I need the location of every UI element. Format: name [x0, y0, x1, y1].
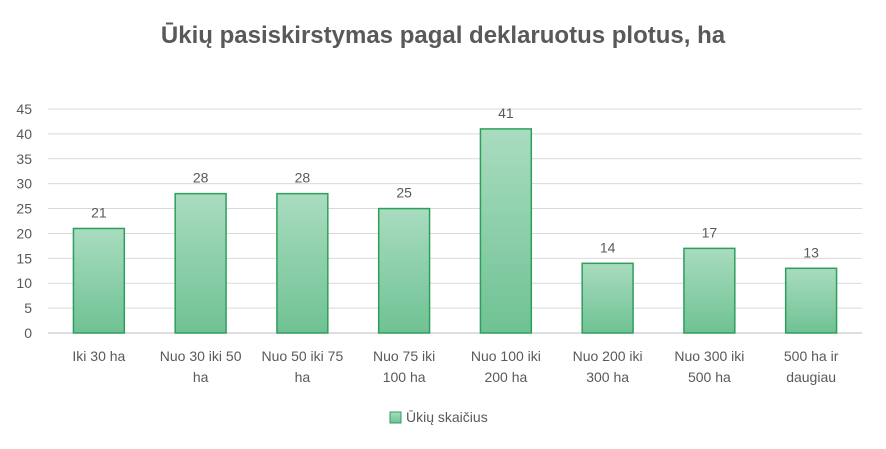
- category-label: Nuo 30 iki 50 ha: [160, 348, 242, 385]
- bar: [72, 227, 126, 334]
- category-label-line: ha: [295, 369, 311, 385]
- category-label: Nuo 100 iki 200 ha: [471, 348, 541, 385]
- category-label-line: 500 ha ir: [784, 348, 839, 364]
- bars: [72, 128, 838, 334]
- category-label: Nuo 75 iki 100 ha: [373, 348, 435, 385]
- gridlines: [48, 108, 862, 334]
- data-label: 41: [498, 105, 514, 121]
- y-tick-label: 20: [16, 225, 32, 241]
- category-label-line: Iki 30 ha: [72, 348, 125, 364]
- y-tick-label: 45: [16, 101, 32, 117]
- category-label-line: 200 ha: [484, 369, 527, 385]
- category-label-line: Nuo 100 iki: [471, 348, 541, 364]
- bar: [174, 192, 227, 334]
- category-label: Nuo 300 iki 500 ha: [674, 348, 744, 385]
- y-tick-label: 30: [16, 176, 32, 192]
- data-label: 25: [396, 185, 412, 201]
- y-tick-label: 5: [24, 300, 32, 316]
- legend-swatch: [389, 411, 402, 424]
- data-label: 13: [803, 244, 819, 260]
- legend: Ūkių skaičius: [389, 409, 488, 425]
- data-labels: 21 28 28 25 41 14 17 13: [91, 105, 819, 260]
- category-label-line: Nuo 50 iki 75: [262, 348, 344, 364]
- category-label-line: Nuo 75 iki: [373, 348, 435, 364]
- category-label-line: daugiau: [786, 369, 836, 385]
- category-label-line: Nuo 200 iki: [573, 348, 643, 364]
- data-label: 28: [193, 170, 209, 186]
- bar: [479, 128, 533, 334]
- y-tick-label: 15: [16, 250, 32, 266]
- y-axis-ticks: 0 5 10 15 20 25 30 35 40 45: [16, 101, 32, 341]
- category-label-line: Nuo 300 iki: [674, 348, 744, 364]
- bar: [581, 262, 634, 334]
- category-label-line: 500 ha: [688, 369, 731, 385]
- legend-label: Ūkių skaičius: [406, 409, 488, 425]
- category-label-line: 100 ha: [383, 369, 426, 385]
- category-label: Iki 30 ha: [72, 348, 125, 364]
- y-tick-label: 0: [24, 325, 32, 341]
- category-label: 500 ha ir daugiau: [784, 348, 839, 385]
- category-label-line: ha: [193, 369, 209, 385]
- bar: [276, 192, 329, 334]
- category-label: Nuo 50 iki 75 ha: [262, 348, 344, 385]
- y-tick-label: 40: [16, 126, 32, 142]
- data-label: 21: [91, 204, 107, 220]
- category-label-line: 300 ha: [586, 369, 629, 385]
- bar: [377, 207, 431, 334]
- data-label: 14: [600, 239, 616, 255]
- data-label: 17: [702, 224, 718, 240]
- y-tick-label: 35: [16, 151, 32, 167]
- bar: [784, 267, 838, 334]
- bar: [683, 247, 736, 334]
- category-label: Nuo 200 iki 300 ha: [573, 348, 643, 385]
- data-label: 28: [295, 170, 311, 186]
- y-tick-label: 10: [16, 275, 32, 291]
- category-label-line: Nuo 30 iki 50: [160, 348, 242, 364]
- y-tick-label: 25: [16, 201, 32, 217]
- chart-title: Ūkių pasiskirstymas pagal deklaruotus pl…: [161, 22, 726, 49]
